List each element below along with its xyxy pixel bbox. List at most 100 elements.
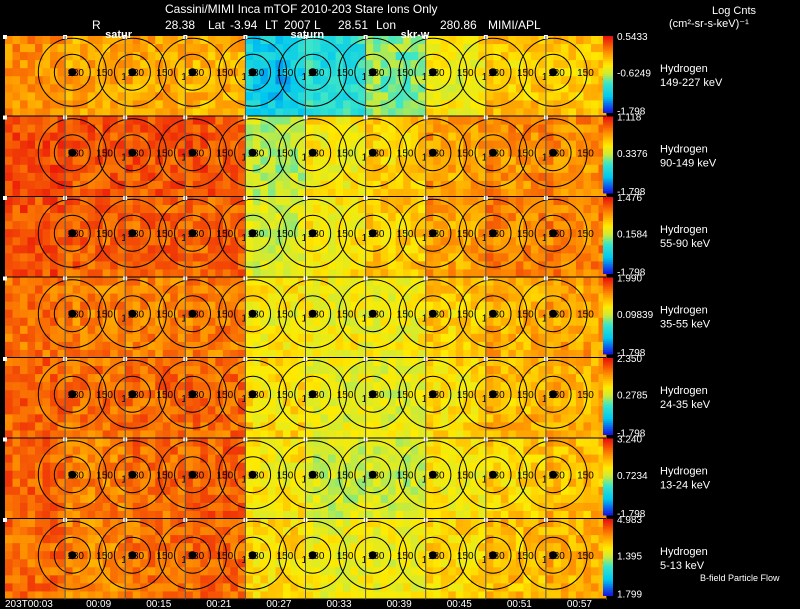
heatmap-cell: [20, 341, 28, 351]
heatmap-cell: [147, 358, 156, 367]
heatmap-cell: [230, 494, 239, 504]
heatmap-cell: [155, 454, 164, 464]
heatmap-cell: [252, 374, 261, 383]
heatmap-cell: [42, 422, 51, 431]
heatmap-cell: [425, 124, 434, 133]
heatmap-cell: [27, 317, 36, 327]
heatmap-cell: [343, 205, 351, 214]
heatmap-cell: [162, 205, 171, 214]
heatmap-cell: [110, 293, 119, 303]
heatmap-cell: [207, 205, 216, 214]
colorbar-segment: [603, 214, 613, 217]
heatmap-cell: [455, 172, 464, 182]
heatmap-cell: [590, 140, 599, 150]
heatmap-cell: [185, 462, 194, 472]
heatmap-cell: [185, 76, 194, 85]
heatmap-cell: [20, 398, 28, 407]
heatmap-cell: [132, 277, 141, 286]
heatmap-cell: [237, 221, 246, 230]
heatmap-cell: [523, 84, 532, 93]
heatmap-cell: [440, 221, 449, 230]
heatmap-cell: [252, 44, 261, 53]
heatmap-cell: [132, 309, 141, 319]
colorbar-segment: [603, 118, 613, 121]
heatmap-cell: [313, 253, 321, 262]
heatmap-cell: [237, 213, 246, 222]
heatmap-cell: [297, 309, 306, 319]
colorbar-segment: [603, 58, 613, 62]
heatmap-cell: [260, 44, 269, 53]
heatmap-cell: [493, 92, 502, 101]
heatmap-cell: [170, 44, 179, 53]
heatmap-cell: [192, 60, 201, 69]
heatmap-cell: [125, 60, 134, 69]
heatmap-cell: [328, 317, 336, 327]
colorbar-segment: [603, 334, 613, 338]
heatmap-cell: [252, 285, 261, 294]
heatmap-cell: [87, 229, 96, 238]
heatmap-cell: [470, 84, 479, 93]
heatmap-cell: [117, 470, 126, 480]
heatmap-cell: [87, 454, 96, 464]
heatmap-cell: [72, 116, 81, 125]
heatmap-cell: [305, 358, 314, 367]
heatmap-cell: [440, 382, 449, 391]
heatmap-cell: [515, 180, 524, 190]
heatmap-cell: [275, 116, 284, 125]
heatmap-cell: [568, 68, 577, 77]
heatmap-cell: [192, 261, 201, 270]
heatmap-cell: [132, 156, 141, 166]
heatmap-cell: [192, 76, 201, 85]
heatmap-cell: [192, 510, 201, 520]
heatmap-cell: [12, 398, 21, 407]
heatmap-cell: [508, 124, 517, 133]
heatmap-cell: [27, 92, 36, 101]
heatmap-cell: [560, 60, 569, 69]
heatmap-cell: [200, 494, 209, 504]
heatmap-cell: [395, 68, 404, 77]
heatmap-cell: [87, 325, 96, 335]
heatmap-cell: [132, 132, 141, 142]
heatmap-cell: [162, 374, 171, 383]
heatmap-cell: [207, 245, 216, 254]
heatmap-cell: [140, 156, 149, 166]
heatmap-cell: [117, 406, 126, 415]
heatmap-cell: [478, 148, 487, 158]
heatmap-cell: [553, 36, 562, 45]
heatmap-cell: [72, 325, 81, 335]
heatmap-cell: [350, 438, 359, 447]
heatmap-cell: [305, 92, 314, 101]
heatmap-cell: [80, 44, 89, 53]
heatmap-cell: [12, 317, 21, 327]
contour-circle: [398, 37, 468, 107]
heatmap-cell: [448, 398, 457, 407]
heatmap-cell: [335, 180, 344, 190]
heatmap-cell: [132, 124, 141, 133]
heatmap-cell: [545, 205, 554, 214]
heatmap-cell: [560, 406, 569, 415]
heatmap-cell: [95, 92, 104, 101]
heatmap-cell: [252, 36, 261, 45]
heatmap-cell: [568, 108, 577, 117]
heatmap-cell: [403, 76, 412, 85]
heatmap-cell: [485, 44, 494, 53]
heatmap-cell: [282, 374, 291, 383]
heatmap-cell: [380, 374, 389, 383]
heatmap-cell: [545, 92, 554, 101]
heatmap-cell: [478, 132, 487, 142]
heatmap-cell: [110, 124, 119, 133]
heatmap-cell: [493, 309, 502, 319]
heatmap-cell: [328, 92, 336, 101]
heatmap-cell: [425, 60, 434, 69]
heatmap-cell: [448, 197, 457, 206]
heatmap-cell: [560, 374, 569, 383]
heatmap-cell: [12, 261, 21, 270]
heatmap-cell: [320, 293, 329, 303]
heatmap-cell: [215, 188, 224, 198]
heatmap-cell: [335, 269, 344, 278]
colorbar-segment: [603, 269, 613, 273]
heatmap-cell: [132, 237, 141, 246]
heatmap-cell: [575, 76, 584, 85]
heatmap-cell: [222, 502, 231, 512]
heatmap-cell: [245, 245, 254, 254]
